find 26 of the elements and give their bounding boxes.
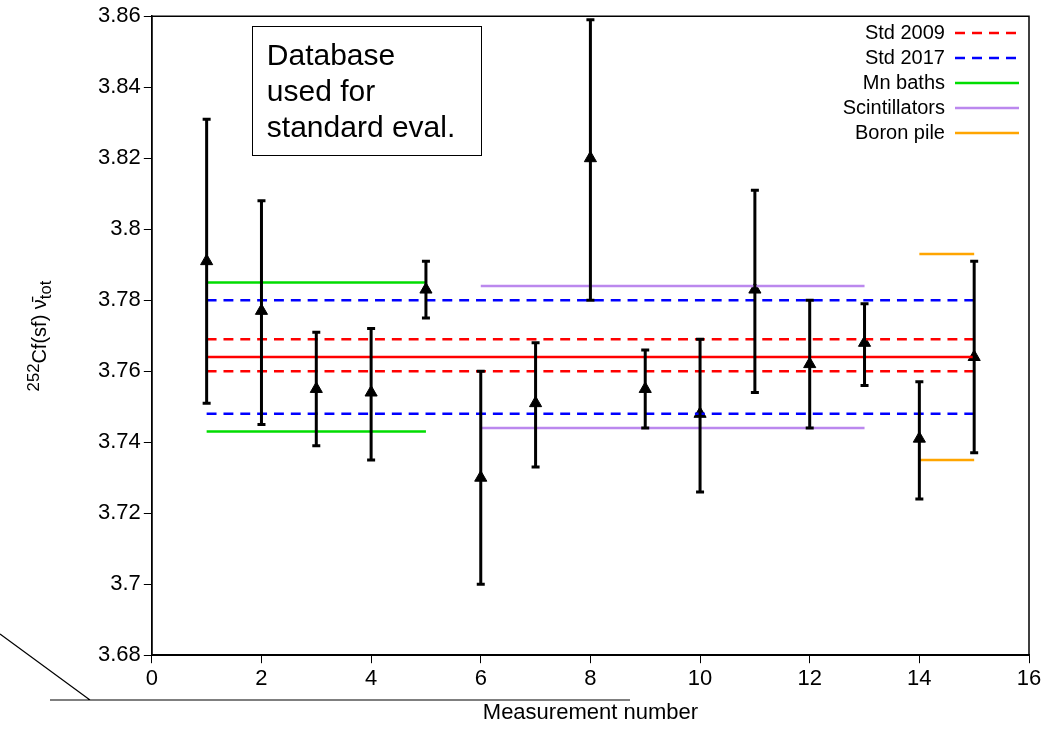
legend-label: Boron pile [854,120,945,146]
legend-label: Std 2017 [864,45,945,71]
x-tick-label: 2 [255,665,268,691]
y-tick-label: 3.76 [97,357,141,383]
y-tick-label: 3.68 [97,641,141,667]
x-tick-label: 0 [145,665,158,691]
y-tick-label: 3.72 [97,499,141,525]
annotation: Database used for standard eval. [251,26,482,157]
legend-label: Mn baths [862,70,945,96]
x-tick-label: 8 [584,665,597,691]
x-axis-title: Measurement number [482,698,699,724]
x-tick-label: 12 [797,665,822,691]
x-tick-label: 6 [474,665,487,691]
y-tick-label: 3.84 [97,73,141,99]
y-tick-label: 3.74 [97,428,141,454]
legend-label: Scintillators [842,95,945,121]
y-tick-label: 3.82 [97,144,141,170]
x-tick-label: 4 [364,665,378,691]
y-tick-label: 3.8 [110,215,141,241]
y-tick-label: 3.7 [110,570,141,596]
legend-label: Std 2009 [864,20,945,46]
x-tick-label: 14 [907,665,932,691]
y-tick-label: 3.86 [97,2,141,28]
x-tick-label: 16 [1016,665,1042,691]
y-tick-label: 3.78 [97,286,141,312]
x-tick-label: 10 [687,665,713,691]
